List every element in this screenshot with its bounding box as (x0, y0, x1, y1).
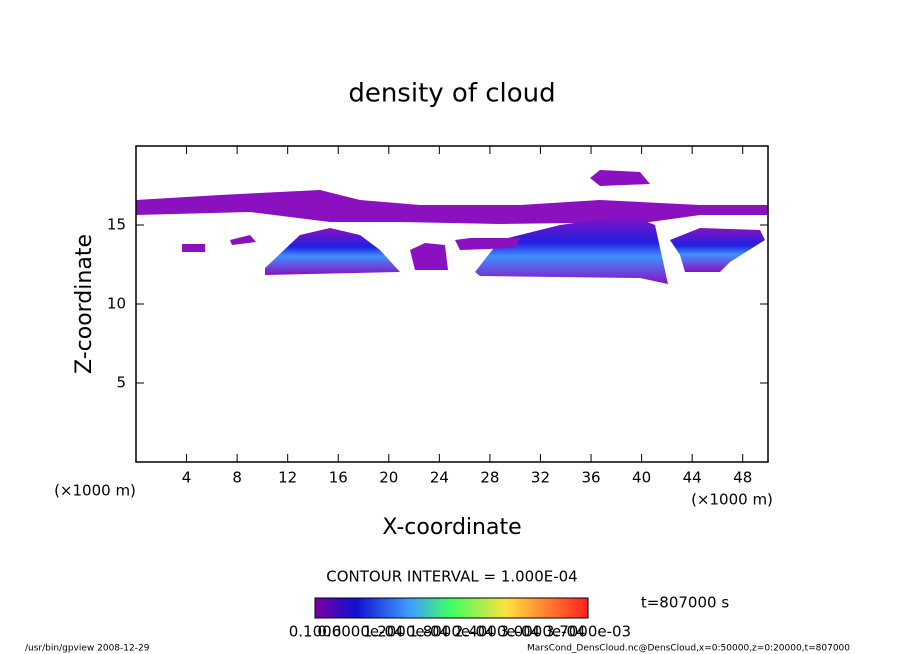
x-tick-label: 8 (232, 469, 242, 487)
x-tick-label: 44 (683, 469, 702, 487)
x-tick-label: 40 (632, 469, 651, 487)
colorbar-label: 0.6000e-04 (317, 623, 403, 641)
colorbar-label: 2.4000e-04 (454, 623, 540, 641)
contour-interval: CONTOUR INTERVAL = 1.000E-04 (326, 568, 577, 586)
colorbar-label: 3.0000e-04 (499, 623, 585, 641)
x-unit: (×1000 m) (691, 491, 773, 509)
colorbar-label: 3.7000e-03 (545, 623, 631, 641)
x-tick-label: 28 (480, 469, 499, 487)
footer: /usr/bin/gpview 2008-12-29 (25, 644, 150, 654)
x-tick-label: 16 (329, 469, 348, 487)
x-tick-label: 32 (531, 469, 550, 487)
x-tick-label: 12 (278, 469, 297, 487)
x-unit: (×1000 m) (54, 482, 136, 500)
time-label: t=807000 s (641, 594, 729, 612)
plot-frame (135, 145, 769, 463)
x-tick-label: 36 (581, 469, 600, 487)
x-tick-label: 48 (733, 469, 752, 487)
cloud-field (136, 170, 768, 284)
x-tick-label: 4 (182, 469, 192, 487)
footer: MarsCond_DensCloud.nc@DensCloud,x=0:5000… (527, 644, 850, 654)
y-tick-label: 15 (107, 216, 126, 234)
chart-title: density of cloud (348, 79, 555, 109)
colorbar (314, 597, 589, 619)
x-tick-label: 20 (379, 469, 398, 487)
y-axis-label: Z-coordinate (72, 234, 97, 374)
y-tick-label: 10 (107, 295, 126, 313)
x-axis-label: X-coordinate (382, 515, 521, 540)
colorbar-label: 1.2000e-04 (363, 623, 449, 641)
x-tick-label: 24 (430, 469, 449, 487)
colorbar-label: 0.1000 (289, 623, 342, 641)
colorbar-label: 1.8000e-04 (408, 623, 494, 641)
y-tick-label: 5 (116, 374, 126, 392)
